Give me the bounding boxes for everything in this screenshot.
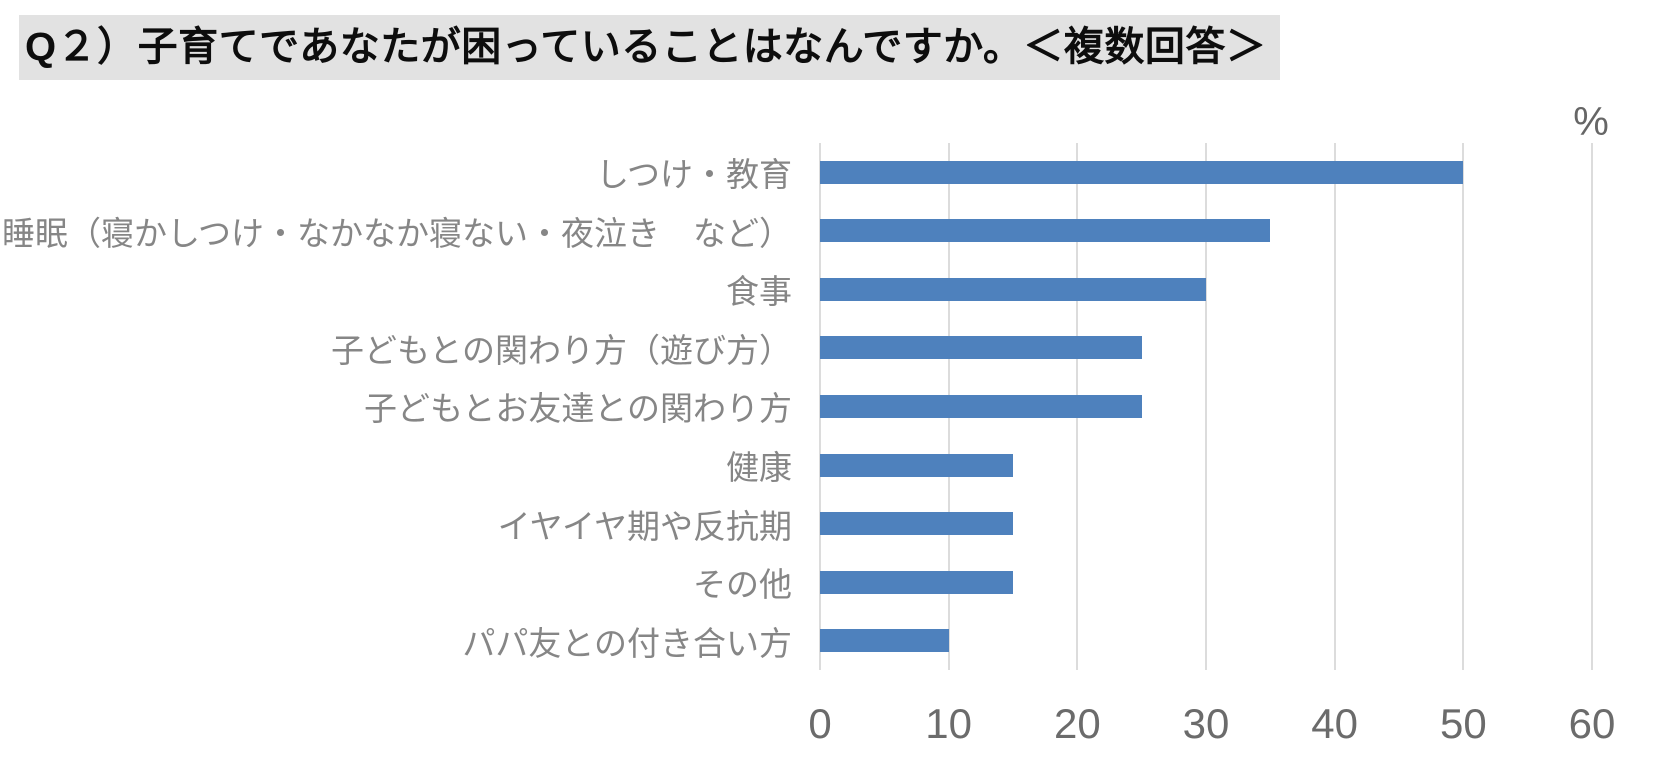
x-tick-label-60: 60: [1568, 700, 1616, 747]
x-tick-label-30: 30: [1182, 700, 1230, 747]
category-label-8: パパ友との付き合い方: [462, 624, 792, 662]
category-label-0: しつけ・教育: [595, 156, 792, 194]
bar-8: [820, 629, 949, 653]
bar-5: [820, 453, 1013, 477]
category-label-4: 子どもとお友達との関わり方: [363, 390, 792, 428]
bar-2: [820, 277, 1206, 301]
category-label-6: イヤイヤ期や反抗期: [497, 507, 792, 545]
category-label-3: 子どもとの関わり方（遊び方）: [330, 331, 792, 369]
x-tick-label-0: 0: [808, 700, 832, 747]
gridline-40: [1333, 143, 1336, 670]
bar-3: [820, 336, 1142, 360]
bar-4: [820, 395, 1142, 418]
plot-area: [819, 143, 1593, 670]
category-label-5: 健康: [726, 449, 792, 487]
bar-7: [820, 570, 1013, 594]
x-tick-label-40: 40: [1311, 700, 1359, 747]
category-label-7: その他: [693, 566, 792, 604]
gridline-30: [1205, 143, 1207, 670]
category-label-2: 食事: [726, 273, 792, 311]
x-axis: 0 10 20 30 40 50 60: [808, 698, 1615, 750]
x-tick-label-50: 50: [1439, 700, 1487, 747]
bar-6: [820, 512, 1013, 536]
gridline-60: [1591, 143, 1593, 670]
category-label-1: 睡眠（寝かしつけ・なかなか寝ない・夜泣き など）: [1, 214, 792, 252]
gridline-50: [1462, 143, 1465, 670]
category-axis: しつけ・教育睡眠（寝かしつけ・なかなか寝ない・夜泣き など） 食事子どもとの関わり…: [0, 143, 806, 670]
percent-unit-label: %: [1573, 100, 1609, 144]
bar-1: [820, 219, 1271, 243]
bar-0: [820, 160, 1464, 184]
x-tick-label-20: 20: [1053, 700, 1101, 747]
question-title: Q２）子育てであなたが困っていることはなんですか。＜複数回答＞: [19, 15, 1281, 80]
x-tick-label-10: 10: [925, 700, 973, 747]
